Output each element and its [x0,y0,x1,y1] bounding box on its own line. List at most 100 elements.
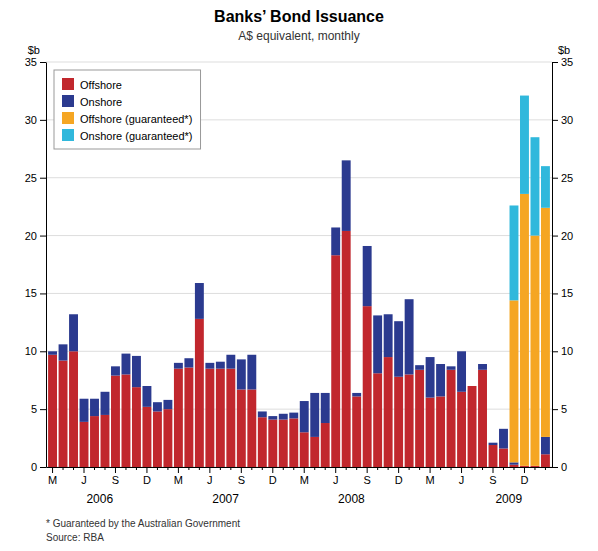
tick-mark [552,409,558,410]
bar [531,236,540,466]
tick-mark [377,467,378,470]
tick-mark [40,178,46,179]
bar [499,448,508,467]
tick-mark [199,467,200,470]
bar [373,373,382,467]
tick-mark [325,467,326,470]
bar [384,314,393,315]
tick-mark [440,467,441,470]
y-tick: 35 [25,56,46,68]
bar [531,466,540,467]
bar [331,227,340,255]
tick-label: 30 [25,114,37,126]
legend: OffshoreOnshoreOffshore (guaranteed*)Ons… [54,70,201,149]
bar [541,437,550,454]
bar [541,166,550,208]
bar [69,314,78,315]
bar [478,364,487,365]
bar [468,386,477,387]
bar [279,414,288,420]
bar [405,299,414,374]
tick-mark [524,467,525,473]
bar [415,365,424,366]
plot-area: MJSDMJSDMJSDMJSD051015202530350510152025… [25,44,574,506]
footnote: Source: RBA [46,532,104,543]
bar [247,355,256,390]
bar [80,422,89,467]
tick-mark [314,467,315,470]
bar [289,412,298,413]
bar [258,411,267,412]
bar [216,361,225,362]
x-tick [230,467,231,470]
x-tick [104,467,105,470]
annotation: 2007 [212,492,239,506]
tick-mark [104,467,105,470]
bar [247,354,256,355]
y-tick: 5 [31,403,46,415]
bar [415,370,424,467]
legend-label: Offshore (guaranteed*) [80,113,192,125]
grid [46,62,552,467]
legend-item: Offshore [62,78,122,91]
tick-label: 5 [31,403,37,415]
tick-label: D [143,474,151,486]
x-tick: J [459,467,465,486]
tick-mark [304,467,305,473]
legend-swatch [62,112,74,124]
tick-label: M [426,474,435,486]
tick-label: S [112,474,119,486]
tick-mark [430,467,431,473]
bar [101,415,110,467]
grid-line [46,293,552,294]
x-tick [220,467,221,470]
tick-mark [40,62,46,63]
x-tick: J [333,467,339,486]
bar [80,399,89,422]
bar [310,392,319,393]
x-axis: MJSDMJSDMJSDMJSD [47,467,553,486]
tick-mark [552,467,558,468]
tick-mark [73,467,74,470]
y2-axis-label: $b [558,44,570,56]
bar [352,392,361,393]
bar [122,353,131,354]
bar [352,396,361,467]
bar [289,413,298,419]
bar [457,351,466,352]
bar [268,420,277,467]
bar [499,428,508,429]
tick-label: 25 [25,172,37,184]
bar [132,387,141,467]
grid-line [46,62,552,63]
bar [226,355,235,369]
x-tick [188,467,189,470]
bar [122,353,131,354]
legend-swatch [62,95,74,107]
grid-line [46,235,552,236]
bar [520,96,529,194]
tick-mark [552,62,558,63]
bar [216,361,225,362]
tick-label: 0 [31,461,37,473]
tick-mark [513,467,514,470]
tick-label: S [489,474,496,486]
bar [426,357,435,358]
bar [216,362,225,369]
bar [321,392,330,393]
bar [426,398,435,467]
bar [111,366,120,375]
bar [331,227,340,228]
bar [331,255,340,467]
bar [122,374,131,467]
bar [237,389,246,467]
tick-mark [419,467,420,470]
tick-label: 30 [561,114,573,126]
y-tick: 15 [25,287,46,299]
annotation: 2006 [86,492,113,506]
tick-label: D [395,474,403,486]
bar [384,314,393,315]
x-tick [199,467,200,470]
bar [510,462,519,464]
x-tick [472,467,473,470]
